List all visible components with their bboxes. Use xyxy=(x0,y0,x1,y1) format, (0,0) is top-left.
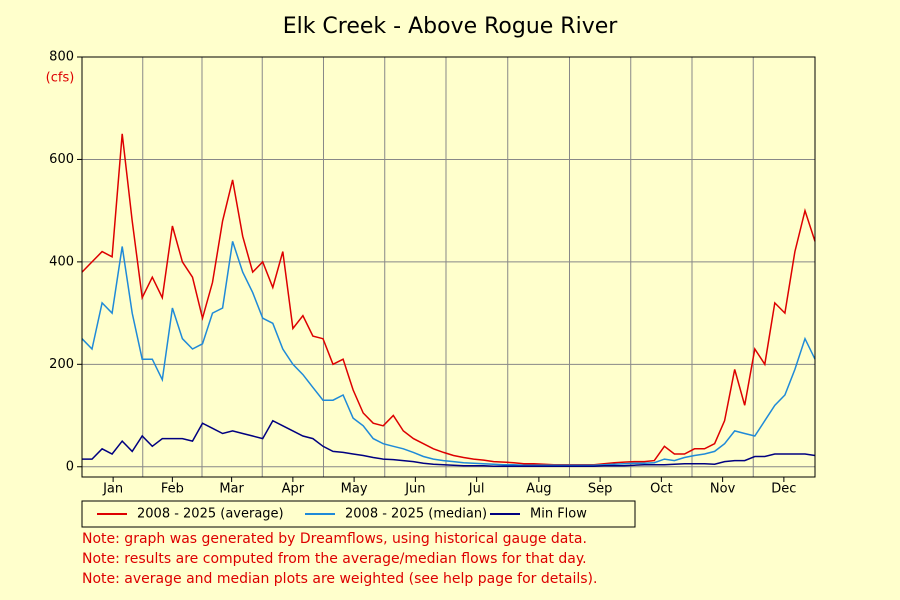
y-tick-label: 600 xyxy=(49,152,74,167)
x-tick-label: Aug xyxy=(526,482,551,497)
plot-lines xyxy=(81,133,816,467)
y-tick-label: 200 xyxy=(49,357,74,372)
x-tick-label: Apr xyxy=(282,482,305,497)
x-tick-label: May xyxy=(341,482,368,497)
y-tick-label: 800 xyxy=(49,50,74,65)
note: Note: graph was generated by Dreamflows,… xyxy=(82,531,587,547)
note: Note: results are computed from the aver… xyxy=(82,551,587,567)
legend-label: Min Flow xyxy=(530,507,587,522)
x-tick-label: Oct xyxy=(650,482,672,497)
x-tick-label: Jun xyxy=(404,482,425,497)
series-line xyxy=(81,241,816,466)
x-tick-label: Feb xyxy=(161,482,184,497)
note: Note: average and median plots are weigh… xyxy=(82,571,597,587)
x-tick-label: Dec xyxy=(771,482,796,497)
chart-title: Elk Creek - Above Rogue River xyxy=(283,14,619,39)
legend-items: 2008 - 2025 (average) 2008 - 2025 (median… xyxy=(97,507,587,522)
y-axis-label: (cfs) xyxy=(46,71,75,86)
grid: 0 200 400 600 800 Jan Feb Mar Apr May Jun Jul Aug Sep… xyxy=(49,50,815,497)
x-tick-label: Nov xyxy=(710,482,736,497)
series-line xyxy=(82,419,816,467)
x-tick-label: Jul xyxy=(468,482,485,497)
legend xyxy=(81,500,636,528)
y-tick-label: 400 xyxy=(49,254,74,269)
plot-frame xyxy=(81,56,816,478)
series-line xyxy=(81,133,816,466)
legend-label: 2008 - 2025 (average) xyxy=(137,507,284,522)
x-tick-label: Jan xyxy=(102,482,123,497)
x-tick-label: Sep xyxy=(588,482,613,497)
y-tick-label: 0 xyxy=(66,459,74,474)
legend-label: 2008 - 2025 (median) xyxy=(345,507,487,522)
x-tick-label: Mar xyxy=(219,482,244,497)
notes: Note: graph was generated by Dreamflows,… xyxy=(82,531,597,587)
